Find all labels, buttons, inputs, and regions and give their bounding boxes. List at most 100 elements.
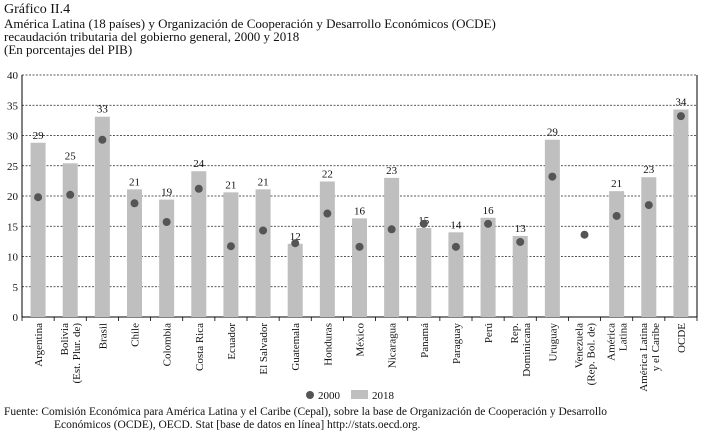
legend-marker-2000 — [306, 391, 314, 399]
point-2000 — [644, 201, 653, 210]
bar-value-label: 13 — [515, 223, 527, 235]
bar-value-label: 23 — [386, 165, 398, 177]
bar-2018 — [127, 189, 142, 317]
x-category-label: Uruguay — [547, 323, 559, 362]
bar-2018 — [352, 218, 367, 317]
point-2000 — [98, 135, 107, 144]
x-category-label: América — [606, 323, 618, 361]
x-category-label: (Rep. Bol. de) — [586, 323, 598, 386]
x-category-label: y el Caribe — [650, 323, 662, 371]
point-2000 — [34, 193, 43, 202]
y-tick-label: 15 — [7, 221, 19, 233]
point-2000 — [291, 239, 300, 248]
x-category-label: El Salvador — [258, 323, 270, 375]
point-2000 — [484, 219, 493, 228]
x-category-label: México — [355, 323, 367, 357]
x-category-label: Dominicana — [521, 323, 533, 377]
x-category-label: Venezuela — [574, 323, 586, 368]
x-category-label: Costa Rica — [194, 323, 206, 371]
point-2000 — [259, 226, 268, 235]
bar-2018 — [159, 199, 175, 317]
y-tick-label: 25 — [7, 161, 19, 173]
bar-2018 — [641, 177, 657, 317]
bar-value-label: 33 — [97, 104, 109, 116]
legend-marker-2018 — [351, 390, 368, 399]
bar-2018 — [191, 171, 207, 317]
chart-title-line-1: América Latina (18 países) y Organizació… — [4, 16, 496, 31]
y-tick-label: 10 — [7, 252, 19, 264]
point-2000 — [130, 199, 139, 208]
point-2000 — [580, 230, 589, 239]
point-2000 — [194, 184, 203, 193]
x-category-label: Colombia — [162, 323, 174, 367]
bar-value-label: 16 — [483, 205, 495, 217]
bar-value-label: 21 — [225, 179, 236, 191]
bar-value-label: 29 — [547, 127, 559, 139]
x-category-label: Perú — [483, 323, 495, 344]
y-tick-label: 30 — [7, 131, 19, 143]
bar-2018 — [512, 235, 528, 317]
x-category-label: Paraguay — [451, 323, 463, 364]
point-2000 — [66, 190, 75, 199]
bar-value-label: 25 — [65, 150, 77, 162]
point-2000 — [226, 242, 235, 251]
x-category-label: América Latina — [638, 323, 650, 392]
x-category-label: Honduras — [322, 323, 334, 366]
bar-value-label: 21 — [611, 178, 622, 190]
bar-2018 — [416, 228, 432, 317]
bar-value-label: 19 — [161, 187, 173, 199]
x-category-label: Argentina — [33, 323, 45, 367]
bar-2018 — [223, 192, 239, 317]
chart-subtitle: (En porcentajes del PIB) — [4, 42, 133, 57]
y-tick-label: 5 — [13, 282, 19, 294]
point-2000 — [419, 219, 428, 228]
point-2000 — [612, 211, 621, 220]
y-tick-label: 35 — [7, 100, 19, 112]
x-category-label: Panamá — [419, 323, 431, 358]
x-category-label: (Est. Plur. de) — [71, 323, 83, 384]
x-category-label: Ecuador — [226, 323, 238, 360]
bar-2018 — [30, 142, 46, 317]
bar-2018 — [62, 163, 78, 317]
bar-2018 — [609, 191, 625, 317]
x-category-label: Brasil — [97, 323, 109, 349]
bar-2018 — [544, 139, 560, 317]
bar-value-label: 34 — [675, 96, 687, 108]
x-category-label: Latina — [618, 323, 630, 351]
bar-2018 — [384, 177, 400, 317]
bar-value-label: 22 — [322, 168, 333, 180]
point-2000 — [451, 242, 460, 251]
bar-2018 — [673, 109, 689, 317]
bar-value-label: 23 — [643, 164, 655, 176]
bar-value-label: 12 — [290, 231, 301, 243]
point-2000 — [516, 237, 525, 246]
point-2000 — [355, 242, 364, 251]
x-category-label: Bolivia — [59, 323, 71, 356]
point-2000 — [162, 218, 171, 227]
x-category-label: OCDE — [676, 323, 688, 353]
bar-2018 — [448, 232, 464, 317]
bar-2018 — [255, 189, 271, 317]
chart-title-line-2: recaudación tributaria del gobierno gene… — [4, 29, 300, 44]
y-tick-label: 20 — [7, 191, 19, 203]
point-2000 — [323, 209, 332, 218]
x-category-label: Guatemala — [290, 323, 302, 371]
source-line-1: Fuente: Comisión Económica para América … — [4, 406, 608, 418]
point-2000 — [676, 112, 685, 121]
bar-2018 — [319, 181, 335, 317]
y-tick-label: 40 — [7, 70, 19, 82]
source-note: Fuente: Comisión Económica para América … — [4, 406, 704, 432]
point-2000 — [387, 225, 396, 234]
source-line-2: Económicos (OCDE), OECD. Stat [base de d… — [54, 419, 421, 431]
y-tick-label: 0 — [13, 312, 19, 324]
bar-value-label: 29 — [33, 130, 45, 142]
bar-value-label: 14 — [450, 219, 462, 231]
x-category-label: Nicaragua — [387, 323, 399, 368]
bar-2018 — [480, 217, 496, 317]
chart-header: Gráfico II.4 América Latina (18 países) … — [4, 2, 496, 56]
point-2000 — [548, 172, 557, 181]
x-category-label: Chile — [130, 323, 142, 347]
bar-value-label: 16 — [354, 205, 366, 217]
bar-2018 — [287, 243, 303, 317]
